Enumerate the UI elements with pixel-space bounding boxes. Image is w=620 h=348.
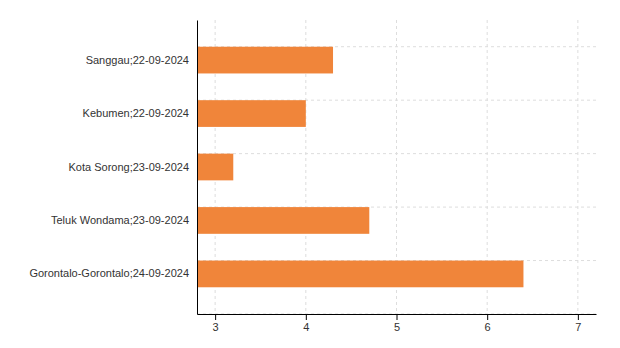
x-tick: 6 — [485, 314, 491, 333]
x-tick-mark — [578, 314, 579, 320]
y-tick: Sanggau;22-09-2024 — [86, 54, 197, 66]
grid-line — [577, 20, 578, 314]
y-tick-label: Kebumen;22-09-2024 — [83, 107, 189, 119]
x-tick-mark — [487, 314, 488, 320]
bar — [197, 261, 523, 288]
x-tick-mark — [397, 314, 398, 320]
y-tick: Gorontalo-Gorontalo;24-09-2024 — [29, 267, 197, 279]
chart: 3 4 5 6 7 Gorontalo-Gorontalo;24-09-2024 Teluk… — [0, 0, 620, 348]
x-tick-label: 3 — [213, 321, 219, 333]
x-tick: 4 — [303, 314, 309, 333]
x-tick-mark — [306, 314, 307, 320]
bar — [197, 47, 333, 74]
x-tick: 7 — [575, 314, 581, 333]
y-tick: Teluk Wondama;23-09-2024 — [51, 214, 197, 226]
y-tick: Kebumen;22-09-2024 — [83, 107, 197, 119]
x-tick-label: 7 — [575, 321, 581, 333]
y-axis: Gorontalo-Gorontalo;24-09-2024 Teluk Wond… — [29, 21, 197, 315]
y-axis-line — [197, 21, 198, 315]
y-tick-label: Gorontalo-Gorontalo;24-09-2024 — [29, 267, 189, 279]
x-tick-label: 6 — [485, 321, 491, 333]
x-tick-label: 4 — [303, 321, 309, 333]
y-tick: Kota Sorong;23-09-2024 — [69, 161, 197, 173]
bar — [197, 207, 369, 234]
x-tick-mark — [215, 314, 216, 320]
y-tick-label: Sanggau;22-09-2024 — [86, 54, 189, 66]
bars — [197, 47, 523, 288]
x-tick: 3 — [213, 314, 219, 333]
plot: 3 4 5 6 7 Gorontalo-Gorontalo;24-09-2024 Teluk… — [0, 20, 596, 333]
bar — [197, 154, 233, 181]
y-tick-label: Teluk Wondama;23-09-2024 — [51, 214, 189, 226]
x-tick-label: 5 — [394, 321, 400, 333]
x-axis: 3 4 5 6 7 — [198, 314, 597, 333]
row-separator — [197, 153, 596, 154]
y-tick-label: Kota Sorong;23-09-2024 — [69, 161, 189, 173]
bar — [197, 100, 306, 127]
x-tick: 5 — [394, 314, 400, 333]
